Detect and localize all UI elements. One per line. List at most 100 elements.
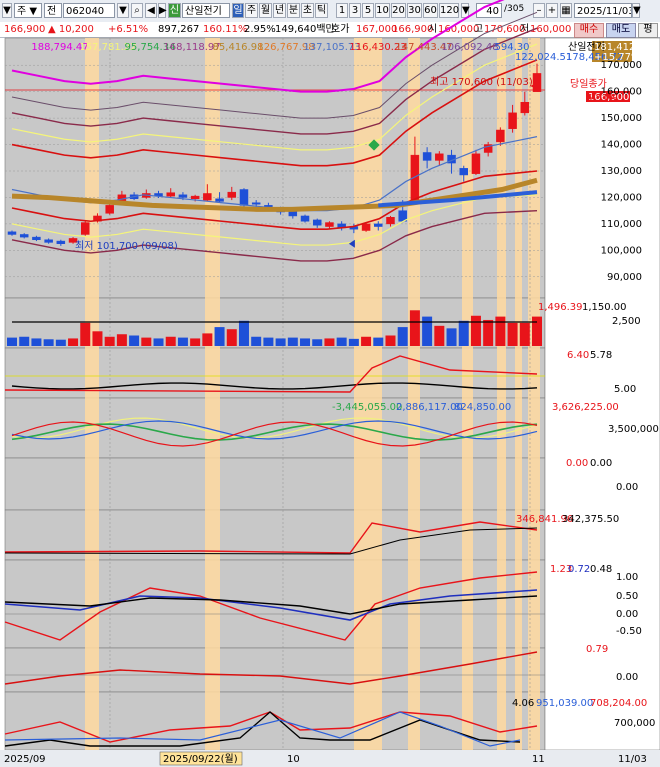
volume-bar	[300, 338, 311, 346]
volume-bar	[214, 327, 225, 346]
interval-10-button[interactable]: 10	[375, 3, 390, 18]
volume-bar	[7, 337, 17, 346]
interval-60-button[interactable]: 60	[423, 3, 438, 18]
cursor-date: 2025/09/22(월)	[163, 753, 238, 765]
interval-20-button[interactable]: 20	[391, 3, 406, 18]
volume-percent: 160.11%	[203, 24, 248, 35]
volume-bar	[373, 337, 384, 346]
candle-body	[520, 101, 530, 114]
date-input[interactable]: 2025/11/03	[574, 3, 632, 18]
envelope-line	[11, 43, 538, 151]
volume-bar	[483, 319, 494, 346]
stock-code-input[interactable]: 062040	[63, 3, 115, 18]
panel3-axis: 5.00	[614, 384, 636, 395]
period-second-button[interactable]: 초	[301, 3, 314, 18]
interval-120-button[interactable]: 120	[439, 3, 460, 18]
panel9-axis: 700,000	[614, 718, 655, 729]
volume-bar	[92, 331, 103, 346]
period-week-button[interactable]: 주	[245, 3, 258, 18]
ma-value-label: 106,092.48	[441, 42, 498, 53]
next-arrow-icon[interactable]: ▶	[158, 3, 167, 18]
candle-body	[32, 236, 41, 241]
search-icon[interactable]: ⌕	[131, 3, 143, 18]
buy-button[interactable]: 매수	[574, 23, 604, 38]
signal-diamond-icon	[368, 139, 380, 151]
envelope-line	[11, 59, 538, 167]
volume-bar	[409, 310, 420, 346]
eval-button[interactable]: 평	[638, 23, 658, 38]
volume-bar	[446, 328, 457, 346]
envelope-line	[11, 194, 538, 246]
turnover-rate: 2.95%	[244, 24, 276, 35]
ma-value-label: 85,416.98	[213, 42, 264, 53]
volume-bar	[287, 337, 298, 346]
volume-bar	[226, 329, 237, 346]
menu-icon[interactable]: ▼	[2, 3, 12, 18]
volume-bar	[519, 322, 530, 346]
panel7-axis: 0.00	[616, 609, 638, 620]
volume-bar	[190, 338, 201, 346]
ma-value-label: 126,767.98	[257, 42, 314, 53]
low-marker: 최저 101,700 (09/08)	[75, 240, 178, 252]
interval-3-button[interactable]: 3	[349, 3, 361, 18]
volume-bar	[397, 327, 408, 346]
cursor-date-box	[159, 751, 243, 766]
period-month-button[interactable]: 월	[259, 3, 272, 18]
interval-5-button[interactable]: 5	[362, 3, 374, 18]
period-year-button[interactable]: 년	[273, 3, 286, 18]
candle-body	[68, 238, 78, 243]
price-axis-label: 110,000	[601, 219, 642, 230]
volume-bar	[336, 337, 347, 346]
period-day-button[interactable]: 일	[232, 3, 244, 18]
zoom-in-icon[interactable]: +	[546, 3, 558, 18]
panel7-value: 0.48	[590, 564, 612, 575]
page-input[interactable]: 40	[476, 3, 502, 18]
page-total: /305	[504, 4, 525, 14]
price-change: ▲ 10,200	[48, 24, 94, 35]
sell-button[interactable]: 매도	[606, 23, 636, 38]
market-value: 전	[47, 6, 57, 17]
ma-value-label: 188,794.47	[31, 42, 88, 53]
volume-bar	[532, 316, 542, 346]
candle-body	[532, 73, 542, 92]
interval-1-button[interactable]: 1	[336, 3, 348, 18]
moving-average-thick	[11, 177, 538, 212]
quote-bar: 166,900 ▲ 10,200 +6.51% 897,267 160.11% …	[0, 22, 660, 38]
high-arrow-icon	[530, 83, 537, 89]
high-price: 170,600	[484, 24, 526, 35]
volume-bar	[153, 338, 164, 346]
volume-bar	[251, 336, 262, 346]
candle-body	[190, 195, 200, 200]
low-price: 160,000	[530, 24, 572, 35]
interval-dropdown-icon[interactable]: ▼	[461, 3, 470, 18]
panel4-axis: 3,500,000	[608, 424, 659, 435]
calendar-icon[interactable]: ▦	[560, 3, 572, 18]
indicator-line	[4, 711, 521, 747]
interval-30-button[interactable]: 30	[407, 3, 422, 18]
volume-bar	[458, 320, 469, 346]
volume-bar	[324, 338, 335, 346]
chart-mode-select[interactable]: 주 ▼	[14, 3, 42, 18]
candle-body	[508, 112, 517, 129]
candle-body	[435, 153, 444, 161]
date-dropdown-icon[interactable]: ▼	[632, 3, 641, 18]
panel9-value: 4.06	[512, 698, 534, 709]
ma-value-label: 137,105.73	[303, 42, 360, 53]
panel5-value: 0.00	[590, 458, 612, 469]
indicator-line	[4, 571, 538, 641]
prev-arrow-icon[interactable]: ◀	[145, 3, 157, 18]
code-dropdown-icon[interactable]: ▼	[117, 3, 129, 18]
period-tick-button[interactable]: 틱	[315, 3, 328, 18]
zoom-out-icon[interactable]: –	[533, 3, 545, 18]
period-minute-button[interactable]: 분	[287, 3, 300, 18]
panel7-value: 0.72	[568, 564, 590, 575]
volume-value: 1,150.00	[582, 302, 627, 313]
price-axis-label: 140,000	[601, 140, 642, 151]
market-select[interactable]: 전	[44, 3, 62, 18]
envelope-line	[11, 27, 538, 135]
open-price: 160,000	[438, 24, 480, 35]
ma-value-label: 594.30	[495, 42, 530, 53]
highlight-column	[497, 38, 506, 750]
candle-body	[374, 223, 383, 227]
